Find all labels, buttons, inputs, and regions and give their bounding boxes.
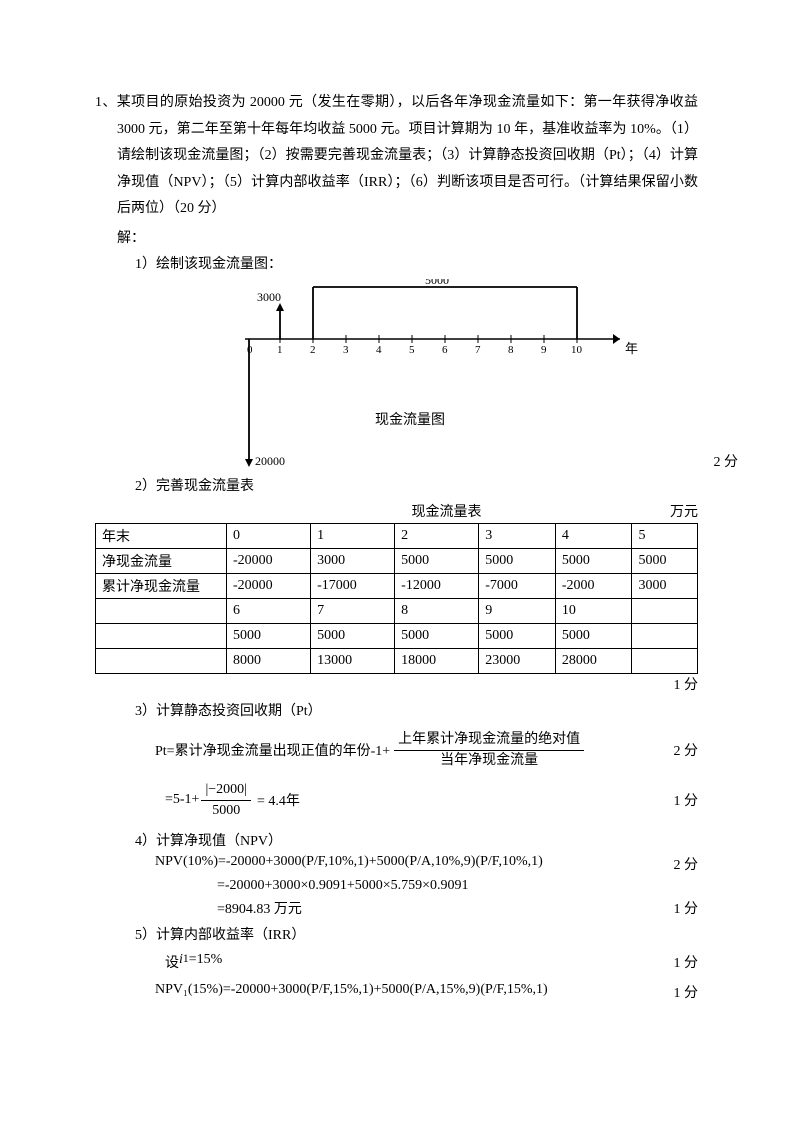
label-20000: 20000 (255, 454, 285, 468)
pt-formula: Pt=累计净现金流量出现正值的年份-1+ 上年累计净现金流量的绝对值 当年净现金… (95, 730, 698, 770)
npv-line1: NPV(10%)=-20000+3000(P/F,10%,1)+5000(P/A… (155, 854, 543, 874)
svg-text:5: 5 (409, 344, 415, 356)
svg-text:2: 2 (310, 344, 316, 356)
axis-0: 0 (247, 344, 253, 356)
row-label: 累计净现金流量 (96, 573, 227, 598)
label-5000: 5000 (425, 279, 449, 287)
row-label: 净现金流量 (96, 548, 227, 573)
npv-line1-score: 2 分 (654, 854, 699, 874)
npv-line2: =-20000+3000×0.9091+5000×5.759×0.9091 (95, 878, 698, 894)
part1-score: 2 分 (714, 451, 739, 471)
table-unit: 万元 (618, 501, 698, 521)
assume-score: 1 分 (654, 952, 699, 972)
question-body: 某项目的原始投资为 20000 元（发生在零期），以后各年净现金流量如下：第一年… (117, 95, 698, 216)
table-row: 年末 012345 (96, 523, 698, 548)
cashflow-svg: 0 1 2 3 4 5 6 7 8 9 10 年 3000 5000 20000 (225, 279, 655, 469)
part2-label: 2）完善现金流量表 (95, 475, 698, 495)
npv1-score: 1 分 (654, 982, 699, 1002)
npv-line3: =8904.83 万元 (217, 898, 302, 918)
npv-line1-row: NPV(10%)=-20000+3000(P/F,10%,1)+5000(P/A… (95, 854, 698, 874)
table-row: 800013000180002300028000 (96, 648, 698, 673)
pt-calc-result: = 4.4年 (257, 790, 300, 810)
cashflow-table: 年末 012345 净现金流量 -20000300050005000500050… (95, 523, 698, 674)
assume-prefix: 设 (165, 952, 179, 972)
table-row: 累计净现金流量 -20000-17000-12000-7000-20003000 (96, 573, 698, 598)
irr-assume-row: 设 i1 =15% 1 分 (95, 952, 698, 972)
part3-label: 3）计算静态投资回收期（Pt） (95, 700, 698, 720)
npv-line3-score: 1 分 (654, 898, 699, 918)
npv1-text: NPV₁(15%)=-20000+3000(P/F,15%,1)+5000(P/… (155, 982, 548, 1002)
part4-label: 4）计算净现值（NPV） (95, 830, 698, 850)
label-3000: 3000 (257, 290, 281, 304)
svg-text:7: 7 (475, 344, 481, 356)
axis-year-label: 年 (625, 341, 638, 356)
assume-eq: =15% (189, 952, 223, 972)
cashflow-diagram: 0 1 2 3 4 5 6 7 8 9 10 年 3000 5000 20000 (225, 279, 698, 469)
part1-label: 1）绘制该现金流量图： (95, 253, 698, 273)
table-row: 50005000500050005000 (96, 623, 698, 648)
pt-lhs: Pt=累计净现金流量出现正值的年份-1+ (155, 740, 390, 760)
pt-calc-prefix: =5-1+ (165, 792, 199, 808)
table-title: 现金流量表 (275, 501, 618, 521)
pt-calc-score: 1 分 (654, 790, 699, 810)
npv1-row: NPV₁(15%)=-20000+3000(P/F,15%,1)+5000(P/… (95, 982, 698, 1002)
part5-label: 5）计算内部收益率（IRR） (95, 924, 698, 944)
diagram-caption: 现金流量图 (375, 409, 445, 429)
svg-text:10: 10 (571, 344, 583, 356)
fraction: |−2000| 5000 (201, 780, 251, 820)
row-label: 年末 (96, 523, 227, 548)
svg-text:8: 8 (508, 344, 514, 356)
svg-text:4: 4 (376, 344, 382, 356)
fraction: 上年累计净现金流量的绝对值 当年净现金流量 (394, 730, 584, 770)
question-text: 1、某项目的原始投资为 20000 元（发生在零期），以后各年净现金流量如下：第… (95, 90, 698, 223)
npv-line3-row: =8904.83 万元 1 分 (95, 898, 698, 918)
part2-score: 1 分 (95, 674, 698, 694)
table-row: 678910 (96, 598, 698, 623)
solution-label: 解： (95, 227, 698, 247)
svg-text:3: 3 (343, 344, 349, 356)
question-number: 1、 (95, 95, 117, 110)
table-title-row: 现金流量表 万元 (95, 501, 698, 521)
pt-formula-score: 2 分 (654, 740, 699, 760)
svg-text:9: 9 (541, 344, 547, 356)
table-row: 净现金流量 -2000030005000500050005000 (96, 548, 698, 573)
svg-text:6: 6 (442, 344, 448, 356)
pt-calc: =5-1+ |−2000| 5000 = 4.4年 1 分 (95, 780, 698, 820)
svg-text:1: 1 (277, 344, 283, 356)
